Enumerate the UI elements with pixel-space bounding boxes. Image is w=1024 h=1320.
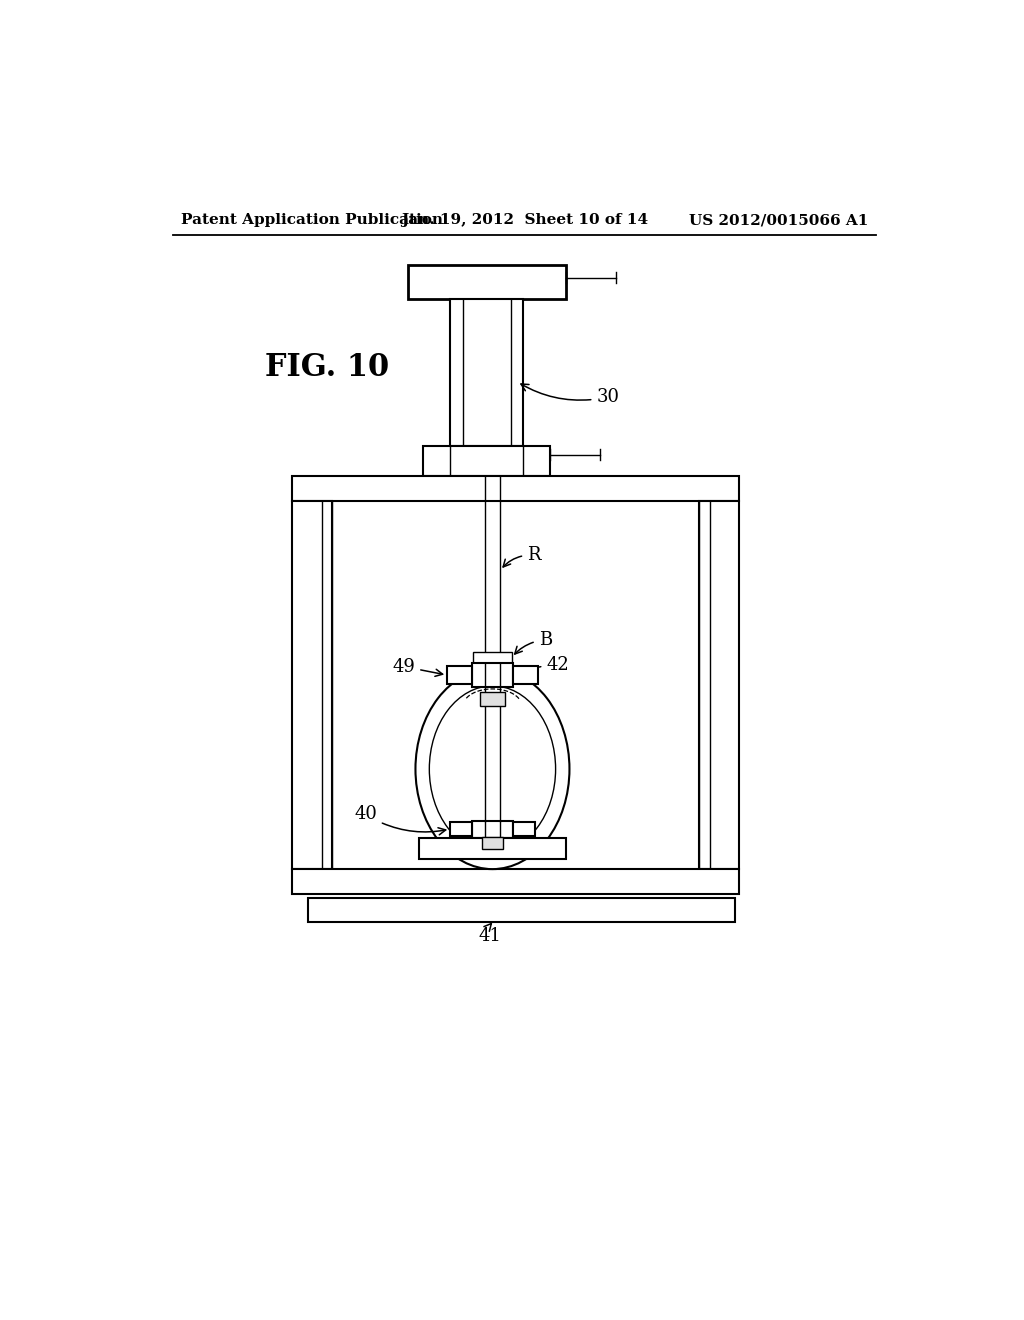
Bar [307,898,735,923]
Text: 45: 45 [518,744,542,763]
Bar [481,837,503,849]
Text: R: R [503,546,541,568]
Text: 30: 30 [521,384,620,407]
Bar [472,663,513,688]
Text: 42: 42 [517,656,569,675]
Bar [480,692,505,706]
Text: FIG. 10: FIG. 10 [265,352,389,383]
Bar [698,502,739,869]
Text: US 2012/0015066 A1: US 2012/0015066 A1 [689,213,868,227]
Bar [473,652,512,663]
Bar [292,477,739,502]
Text: Patent Application Publication: Patent Application Publication [180,213,442,227]
Bar [451,822,472,836]
Bar [451,300,523,446]
Bar [513,822,535,836]
Text: 49: 49 [392,657,442,676]
Text: 41: 41 [478,924,502,945]
Text: Jan. 19, 2012  Sheet 10 of 14: Jan. 19, 2012 Sheet 10 of 14 [401,213,648,227]
Text: 40: 40 [354,805,445,834]
Bar [292,502,333,869]
Bar [447,665,472,684]
Bar [513,665,538,684]
Ellipse shape [416,669,569,869]
Bar [408,264,565,300]
Bar [419,838,565,859]
Bar [423,446,550,477]
Text: B: B [515,631,552,653]
Text: 47: 47 [440,746,463,764]
Bar [292,869,739,894]
Bar [472,821,513,838]
Text: 43: 43 [446,764,469,781]
Ellipse shape [429,686,556,853]
